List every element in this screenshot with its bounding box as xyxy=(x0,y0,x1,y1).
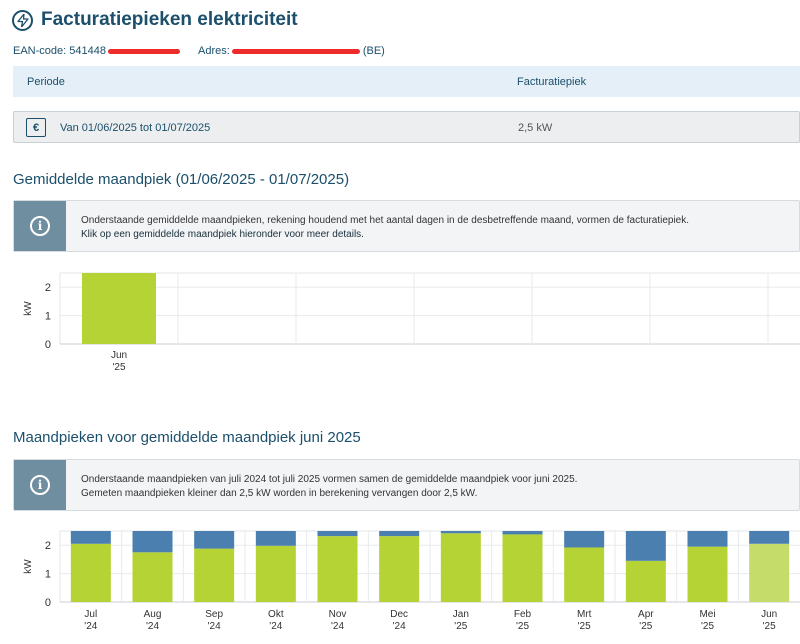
section-title-monthly-peaks: Maandpieken voor gemiddelde maandpiek ju… xyxy=(13,429,361,446)
bar-fill-to-minimum xyxy=(502,531,543,535)
x-tick-label: Jul xyxy=(84,609,97,620)
info-icon: i xyxy=(30,216,50,236)
page-header: Facturatiepieken elektriciteit xyxy=(12,9,298,31)
x-tick-label-year: '24 xyxy=(393,621,406,632)
bar-fill-to-minimum xyxy=(194,531,235,549)
info-text-line1: Onderstaande maandpieken van juli 2024 t… xyxy=(81,474,578,485)
bar-measured-peak xyxy=(749,543,790,602)
column-header-facturatiepiek: Facturatiepiek xyxy=(517,76,587,88)
x-tick-label-year: '25 xyxy=(516,621,529,632)
address-label: Adres: xyxy=(197,45,230,57)
bar-measured-peak xyxy=(564,547,605,602)
bar-measured-peak xyxy=(687,546,728,602)
section-title-average-peak: Gemiddelde maandpiek (01/06/2025 - 01/07… xyxy=(13,171,350,188)
x-tick-label: Jun xyxy=(761,609,777,620)
bar-fill-to-minimum xyxy=(440,531,481,534)
x-tick-label-year: '25 xyxy=(454,621,467,632)
invoice-icon: € xyxy=(26,118,46,137)
bar-fill-to-minimum xyxy=(132,531,173,553)
bar-fill-to-minimum xyxy=(379,531,420,537)
info-text-line2: Gemeten maandpieken kleiner dan 2,5 kW w… xyxy=(81,488,478,499)
bar-fill-to-minimum xyxy=(70,531,111,544)
x-tick-label: Mei xyxy=(699,609,715,620)
x-tick-label: Feb xyxy=(514,609,532,620)
y-tick-label: 0 xyxy=(45,339,51,351)
bar-fill-to-minimum xyxy=(687,531,728,547)
page-title: Facturatiepieken elektriciteit xyxy=(41,9,298,30)
table-row[interactable]: € Van 01/06/2025 tot 01/07/2025 2,5 kW xyxy=(13,111,800,143)
y-axis-label: kW xyxy=(23,301,34,316)
table-header: Periode Facturatiepiek xyxy=(13,66,800,97)
address: Adres: (BE) xyxy=(198,45,385,57)
meta-info: EAN-code: 541448 Adres: (BE) xyxy=(13,45,385,57)
y-tick-label: 2 xyxy=(45,540,51,552)
x-tick-label: Jan xyxy=(453,609,469,620)
peak-value: 2,5 kW xyxy=(518,122,553,134)
y-tick-label: 0 xyxy=(45,597,51,609)
x-tick-label-year: '24 xyxy=(331,621,344,632)
period-value: Van 01/06/2025 tot 01/07/2025 xyxy=(60,122,211,134)
x-tick-label: Sep xyxy=(205,609,223,620)
y-axis-label: kW xyxy=(23,559,34,574)
ean-value: 541448 xyxy=(69,45,106,57)
bar-fill-to-minimum xyxy=(255,531,296,546)
ean-label: EAN-code: xyxy=(13,45,67,57)
info-text-line2: Klik op een gemiddelde maandpiek hierond… xyxy=(81,229,364,240)
bar-measured-peak xyxy=(132,552,173,602)
x-tick-label: Jun xyxy=(111,350,127,361)
address-suffix: (BE) xyxy=(362,45,385,57)
redaction-mark xyxy=(107,48,180,54)
bar-measured-peak xyxy=(194,548,235,602)
bar-measured-peak xyxy=(379,536,420,602)
x-tick-label: Mrt xyxy=(577,609,592,620)
x-tick-label: Okt xyxy=(268,609,284,620)
bar-measured-peak xyxy=(440,533,481,602)
ean-code: EAN-code: 541448 xyxy=(13,45,180,57)
column-header-periode: Periode xyxy=(27,76,65,88)
bar-measured-peak xyxy=(70,543,111,602)
bar-fill-to-minimum xyxy=(749,531,790,544)
bar-fill-to-minimum xyxy=(625,531,666,561)
x-tick-label-year: '25 xyxy=(701,621,714,632)
bar-measured-peak xyxy=(502,534,543,602)
x-tick-label-year: '25 xyxy=(578,621,591,632)
x-tick-label-year: '24 xyxy=(269,621,282,632)
x-tick-label-year: '24 xyxy=(146,621,159,632)
y-tick-label: 2 xyxy=(45,282,51,294)
x-tick-label-year: '25 xyxy=(112,362,125,373)
average-peak-chart: 0 1 2 kW Jun'25 xyxy=(23,272,800,373)
x-tick-label-year: '25 xyxy=(763,621,776,632)
info-box-average-peak: i Onderstaande gemiddelde maandpieken, r… xyxy=(13,200,800,252)
info-text-line1: Onderstaande gemiddelde maandpieken, rek… xyxy=(81,215,690,226)
x-tick-label: Aug xyxy=(144,609,162,620)
x-tick-label: Apr xyxy=(638,609,654,620)
info-box-monthly-peaks: i Onderstaande maandpieken van juli 2024… xyxy=(13,459,800,511)
bolt-icon xyxy=(12,9,33,31)
x-tick-label: Nov xyxy=(329,609,347,620)
y-tick-label: 1 xyxy=(45,311,51,323)
info-icon: i xyxy=(30,475,50,495)
x-tick-label-year: '24 xyxy=(208,621,221,632)
x-tick-label: Dec xyxy=(390,609,408,620)
x-tick-label-year: '25 xyxy=(639,621,652,632)
bar-fill-to-minimum xyxy=(317,531,358,537)
bar-measured-peak xyxy=(625,560,666,602)
x-tick-label-year: '24 xyxy=(84,621,97,632)
monthly-peaks-chart: 012kWJul'24Aug'24Sep'24Okt'24Nov'24Dec'2… xyxy=(23,530,800,632)
y-tick-label: 1 xyxy=(45,569,51,581)
redaction-mark xyxy=(231,48,360,54)
bar-measured-peak xyxy=(317,536,358,602)
bar-average-peak xyxy=(82,273,156,344)
bar-fill-to-minimum xyxy=(564,531,605,548)
bar-measured-peak xyxy=(255,545,296,602)
